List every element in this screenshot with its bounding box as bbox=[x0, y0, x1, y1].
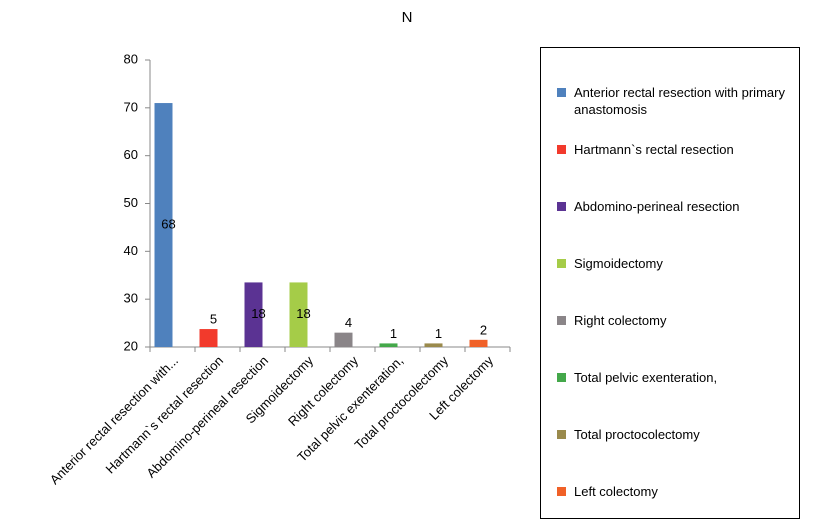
legend-swatch bbox=[557, 316, 566, 325]
y-tick-label: 50 bbox=[124, 195, 138, 210]
legend-item: Anterior rectal resection with primary a… bbox=[557, 84, 793, 118]
legend-swatch bbox=[557, 88, 566, 97]
bar bbox=[199, 329, 218, 347]
legend-label: Hartmann`s rectal resection bbox=[574, 142, 734, 157]
data-label: 68 bbox=[161, 216, 175, 231]
legend-item: Sigmoidectomy bbox=[557, 255, 793, 272]
legend-label: Abdomino-perineal resection bbox=[574, 199, 740, 214]
legend-label: Total proctocolectomy bbox=[574, 427, 700, 442]
legend-label: Sigmoidectomy bbox=[574, 256, 663, 271]
legend-item: Right colectomy bbox=[557, 312, 793, 329]
legend-label: Left colectomy bbox=[574, 484, 658, 499]
bar bbox=[469, 339, 488, 347]
y-tick-label: 70 bbox=[124, 99, 138, 114]
data-label: 5 bbox=[210, 312, 217, 327]
y-tick-label: 80 bbox=[124, 51, 138, 66]
data-label: 1 bbox=[390, 326, 397, 341]
legend-label: Total pelvic exenteration, bbox=[574, 370, 718, 385]
legend: Anterior rectal resection with primary a… bbox=[540, 47, 800, 519]
y-tick-label: 20 bbox=[124, 338, 138, 353]
legend-label: Right colectomy bbox=[574, 313, 667, 328]
chart-title: N bbox=[402, 9, 413, 26]
data-label: 1 bbox=[435, 326, 442, 341]
y-tick-label: 30 bbox=[124, 291, 138, 306]
bar bbox=[154, 103, 173, 347]
data-label: 18 bbox=[251, 306, 265, 321]
legend-item: Total pelvic exenteration, bbox=[557, 369, 793, 386]
bar bbox=[289, 282, 308, 347]
bar bbox=[424, 343, 443, 347]
legend-item: Total proctocolectomy bbox=[557, 426, 793, 443]
data-label: 2 bbox=[480, 322, 487, 337]
legend-label: Anterior rectal resection with primary a… bbox=[574, 85, 785, 117]
legend-swatch bbox=[557, 430, 566, 439]
legend-swatch bbox=[557, 487, 566, 496]
legend-item: Hartmann`s rectal resection bbox=[557, 141, 793, 158]
y-tick-label: 40 bbox=[124, 243, 138, 258]
legend-swatch bbox=[557, 202, 566, 211]
legend-swatch bbox=[557, 259, 566, 268]
legend-swatch bbox=[557, 145, 566, 154]
legend-item: Abdomino-perineal resection bbox=[557, 198, 793, 215]
bar bbox=[379, 343, 398, 347]
data-label: 18 bbox=[296, 306, 310, 321]
data-label: 4 bbox=[345, 315, 352, 330]
legend-item: Left colectomy bbox=[557, 483, 793, 500]
bar bbox=[244, 282, 263, 347]
bar bbox=[334, 332, 353, 347]
legend-swatch bbox=[557, 373, 566, 382]
y-tick-label: 60 bbox=[124, 147, 138, 162]
